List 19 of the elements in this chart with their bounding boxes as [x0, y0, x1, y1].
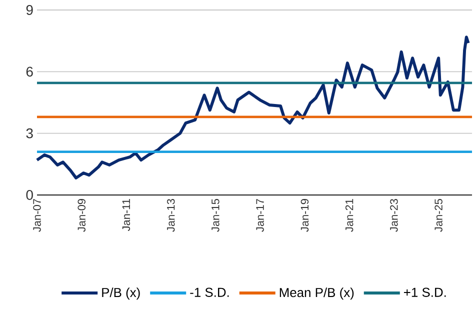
x-tick-label: Jan-21	[345, 199, 354, 232]
legend-label: P/B (x)	[102, 288, 140, 300]
x-tick-label: Jan-15	[212, 198, 220, 232]
y-tick-label: 0	[26, 190, 33, 200]
x-tick-label: Jan-19	[300, 199, 309, 232]
x-tick-label: Jan-09	[78, 199, 86, 232]
x-tick-label: Jan-11	[122, 199, 130, 232]
line-series	[36, 36, 470, 180]
legend-label: +1 S.D.	[404, 288, 446, 297]
x-tick-label: Jan-07	[33, 199, 41, 232]
legend-label: Mean P/B (x)	[280, 288, 354, 300]
x-tick-label: Jan-17	[256, 199, 264, 232]
x-tick-label: Jan-13	[166, 199, 175, 232]
x-tick-label: Jan-25	[434, 198, 442, 232]
y-tick-label: 3	[26, 128, 33, 138]
x-tick-label: Jan-23	[390, 199, 398, 232]
y-tick-label: 9	[26, 5, 33, 15]
y-tick-label: 6	[26, 66, 33, 77]
legend-label: -1 S.D.	[190, 288, 229, 297]
